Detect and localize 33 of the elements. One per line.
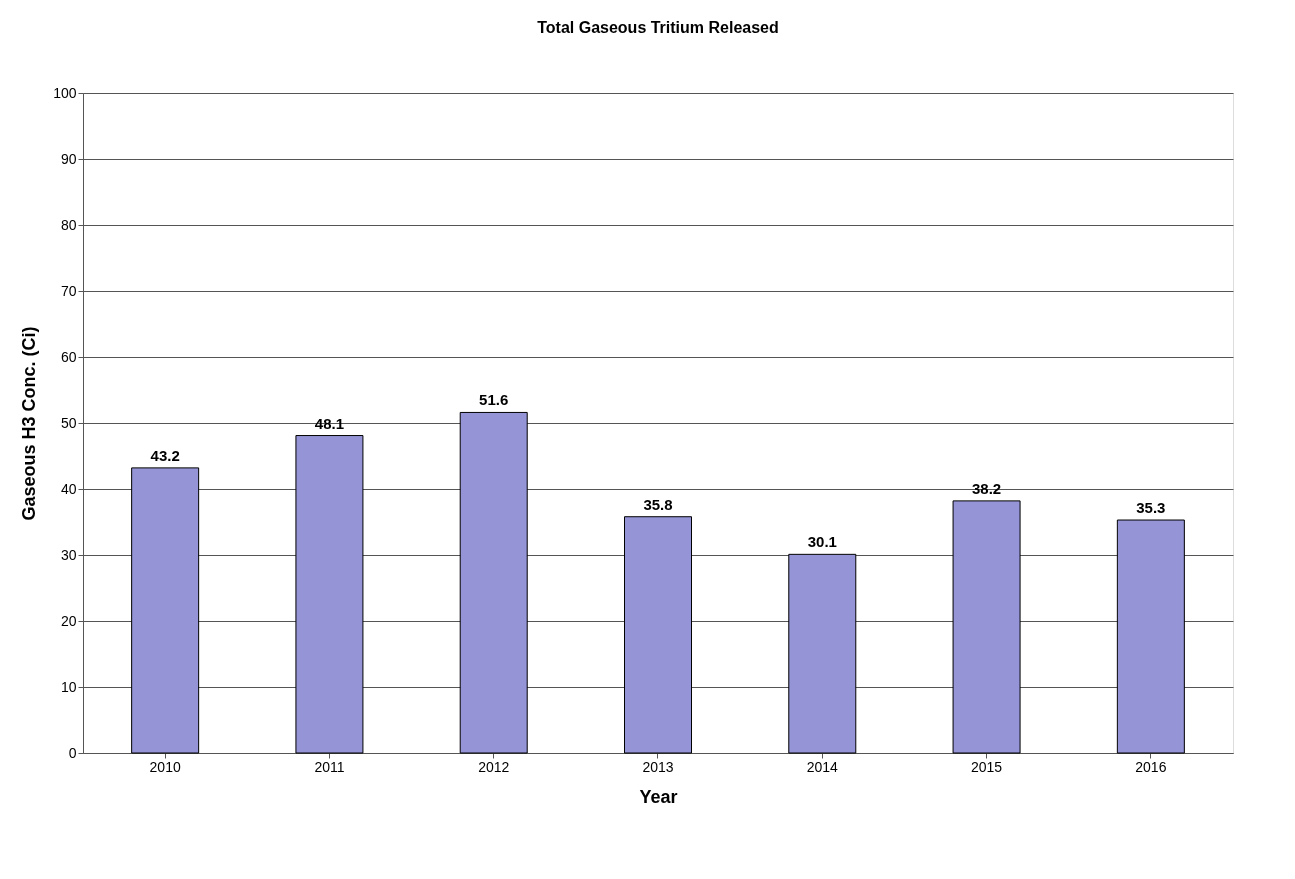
y-tick-label: 70: [60, 282, 77, 299]
x-tick-label: 2015: [970, 758, 1003, 775]
x-axis-title: Year: [639, 786, 678, 807]
x-tick-label: 2016: [1135, 758, 1167, 775]
y-tick-label: 100: [53, 84, 77, 101]
data-label: 51.6: [479, 391, 509, 409]
x-tick-label: 2011: [314, 758, 345, 775]
bar: [952, 500, 1021, 754]
y-tick-label: 10: [60, 678, 77, 695]
y-tick-label: 40: [60, 480, 77, 497]
bar: [1116, 519, 1185, 754]
data-label: 35.3: [1136, 499, 1166, 517]
data-label: 30.1: [807, 533, 837, 551]
x-tick-label: 2013: [642, 758, 674, 775]
bar: [131, 467, 200, 754]
data-label: 43.2: [150, 446, 180, 464]
x-tick-label: 2012: [478, 758, 510, 775]
bar: [295, 435, 364, 754]
y-tick-label: 30: [60, 546, 77, 563]
y-tick-label: 50: [60, 414, 77, 431]
bar: [459, 411, 528, 754]
y-tick-label: 20: [60, 612, 77, 629]
y-axis-title: Gaseous H3 Conc. (Ci): [19, 326, 40, 521]
x-tick-label: 2014: [806, 758, 839, 775]
y-tick-label: 90: [60, 150, 77, 167]
y-tick-label: 60: [60, 348, 77, 365]
data-label: 35.8: [643, 495, 673, 513]
x-tick-label: 2010: [149, 758, 181, 775]
chart-title: Total Gaseous Tritium Released: [537, 19, 779, 36]
y-tick-label: 0: [68, 744, 77, 761]
bar: [788, 553, 857, 754]
y-tick-label: 80: [60, 216, 77, 233]
bar: [624, 516, 692, 754]
